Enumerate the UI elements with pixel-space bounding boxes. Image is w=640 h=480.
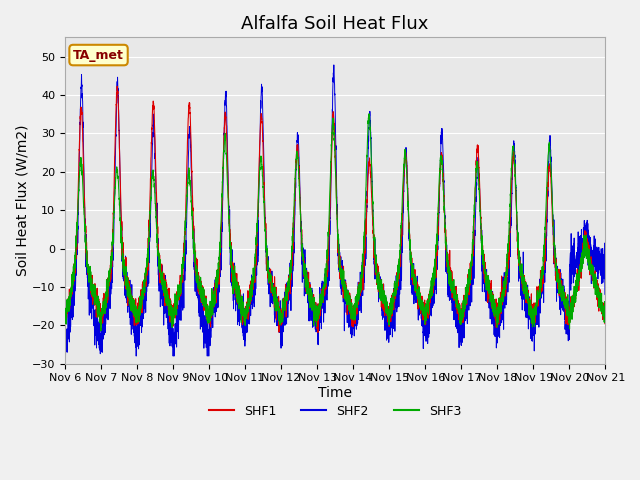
SHF2 <box>602 254 609 260</box>
SHF1 <box>602 317 609 323</box>
SHF2 <box>158 301 166 307</box>
SHF1 <box>314 330 322 336</box>
SHF2 <box>427 295 435 300</box>
Legend: SHF1, SHF2, SHF3: SHF1, SHF2, SHF3 <box>204 400 466 423</box>
X-axis label: Time: Time <box>318 386 352 400</box>
SHF1 <box>601 318 609 324</box>
Title: Alfalfa Soil Heat Flux: Alfalfa Soil Heat Flux <box>241 15 429 33</box>
SHF3 <box>315 302 323 308</box>
SHF3 <box>456 307 464 312</box>
SHF3 <box>602 315 609 321</box>
Line: SHF2: SHF2 <box>65 65 605 356</box>
Line: SHF3: SHF3 <box>65 114 605 331</box>
SHF3 <box>601 307 609 312</box>
Y-axis label: Soil Heat Flux (W/m2): Soil Heat Flux (W/m2) <box>15 125 29 276</box>
SHF3 <box>158 279 166 285</box>
SHF3 <box>487 296 495 301</box>
SHF1 <box>61 312 69 318</box>
SHF1 <box>487 295 495 301</box>
SHF2 <box>456 324 464 329</box>
SHF1 <box>456 310 464 316</box>
Text: TA_met: TA_met <box>73 48 124 61</box>
SHF2 <box>601 240 609 246</box>
SHF3 <box>61 321 69 326</box>
SHF2 <box>61 353 69 359</box>
SHF2 <box>330 62 338 68</box>
SHF2 <box>315 325 323 331</box>
SHF1 <box>316 305 323 311</box>
SHF1 <box>113 84 121 89</box>
SHF1 <box>427 287 435 292</box>
SHF1 <box>158 278 166 284</box>
SHF2 <box>487 299 495 305</box>
SHF2 <box>61 345 69 351</box>
SHF3 <box>365 111 372 117</box>
SHF3 <box>427 285 435 290</box>
Line: SHF1: SHF1 <box>65 86 605 333</box>
SHF3 <box>97 328 105 334</box>
